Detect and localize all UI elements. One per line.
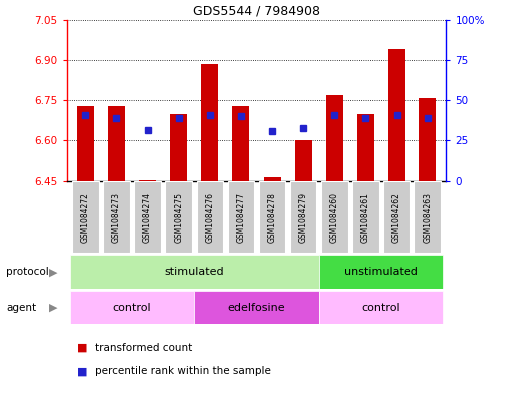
Bar (170, 114, 187, 181)
Text: GSM1084263: GSM1084263 (423, 192, 432, 242)
Bar (415, 181, 441, 253)
Text: ▶: ▶ (49, 267, 58, 277)
Bar (196, 181, 223, 253)
Bar (290, 181, 317, 253)
Bar (383, 181, 410, 253)
Text: GSM1084260: GSM1084260 (330, 192, 339, 242)
Text: GSM1084272: GSM1084272 (81, 192, 90, 242)
Bar (319, 291, 443, 324)
Text: transformed count: transformed count (95, 343, 192, 353)
Text: GSM1084276: GSM1084276 (205, 192, 214, 242)
Title: GDS5544 / 7984908: GDS5544 / 7984908 (193, 4, 320, 17)
Text: protocol: protocol (6, 267, 49, 277)
Text: unstimulated: unstimulated (344, 267, 418, 277)
Bar (319, 255, 443, 289)
Text: GSM1084275: GSM1084275 (174, 192, 183, 242)
Text: agent: agent (6, 303, 36, 313)
Bar (419, 97, 436, 181)
Bar (321, 181, 347, 253)
Text: GSM1084261: GSM1084261 (361, 192, 370, 242)
Text: GSM1084273: GSM1084273 (112, 192, 121, 242)
Bar (388, 49, 405, 181)
Text: edelfosine: edelfosine (228, 303, 285, 312)
Text: GSM1084278: GSM1084278 (268, 192, 277, 242)
Bar (232, 106, 249, 181)
Bar (134, 181, 161, 253)
Bar (264, 177, 281, 181)
Text: stimulated: stimulated (165, 267, 224, 277)
Bar (139, 180, 156, 181)
Bar (70, 291, 194, 324)
Bar (72, 181, 98, 253)
Bar (228, 181, 254, 253)
Bar (357, 114, 374, 181)
Bar (103, 181, 130, 253)
Text: GSM1084279: GSM1084279 (299, 192, 308, 242)
Text: percentile rank within the sample: percentile rank within the sample (95, 366, 271, 376)
Bar (77, 106, 94, 181)
Bar (201, 64, 219, 181)
Bar (259, 181, 285, 253)
Bar (108, 106, 125, 181)
Text: GSM1084274: GSM1084274 (143, 192, 152, 242)
Text: ■: ■ (77, 343, 87, 353)
Bar (166, 181, 192, 253)
Text: GSM1084277: GSM1084277 (236, 192, 245, 242)
Bar (70, 255, 319, 289)
Text: GSM1084262: GSM1084262 (392, 192, 401, 242)
Text: ▶: ▶ (49, 303, 58, 313)
Bar (194, 291, 319, 324)
Text: control: control (362, 303, 400, 312)
Bar (294, 141, 312, 181)
Text: ■: ■ (77, 366, 87, 376)
Bar (352, 181, 379, 253)
Bar (326, 95, 343, 181)
Text: control: control (113, 303, 151, 312)
